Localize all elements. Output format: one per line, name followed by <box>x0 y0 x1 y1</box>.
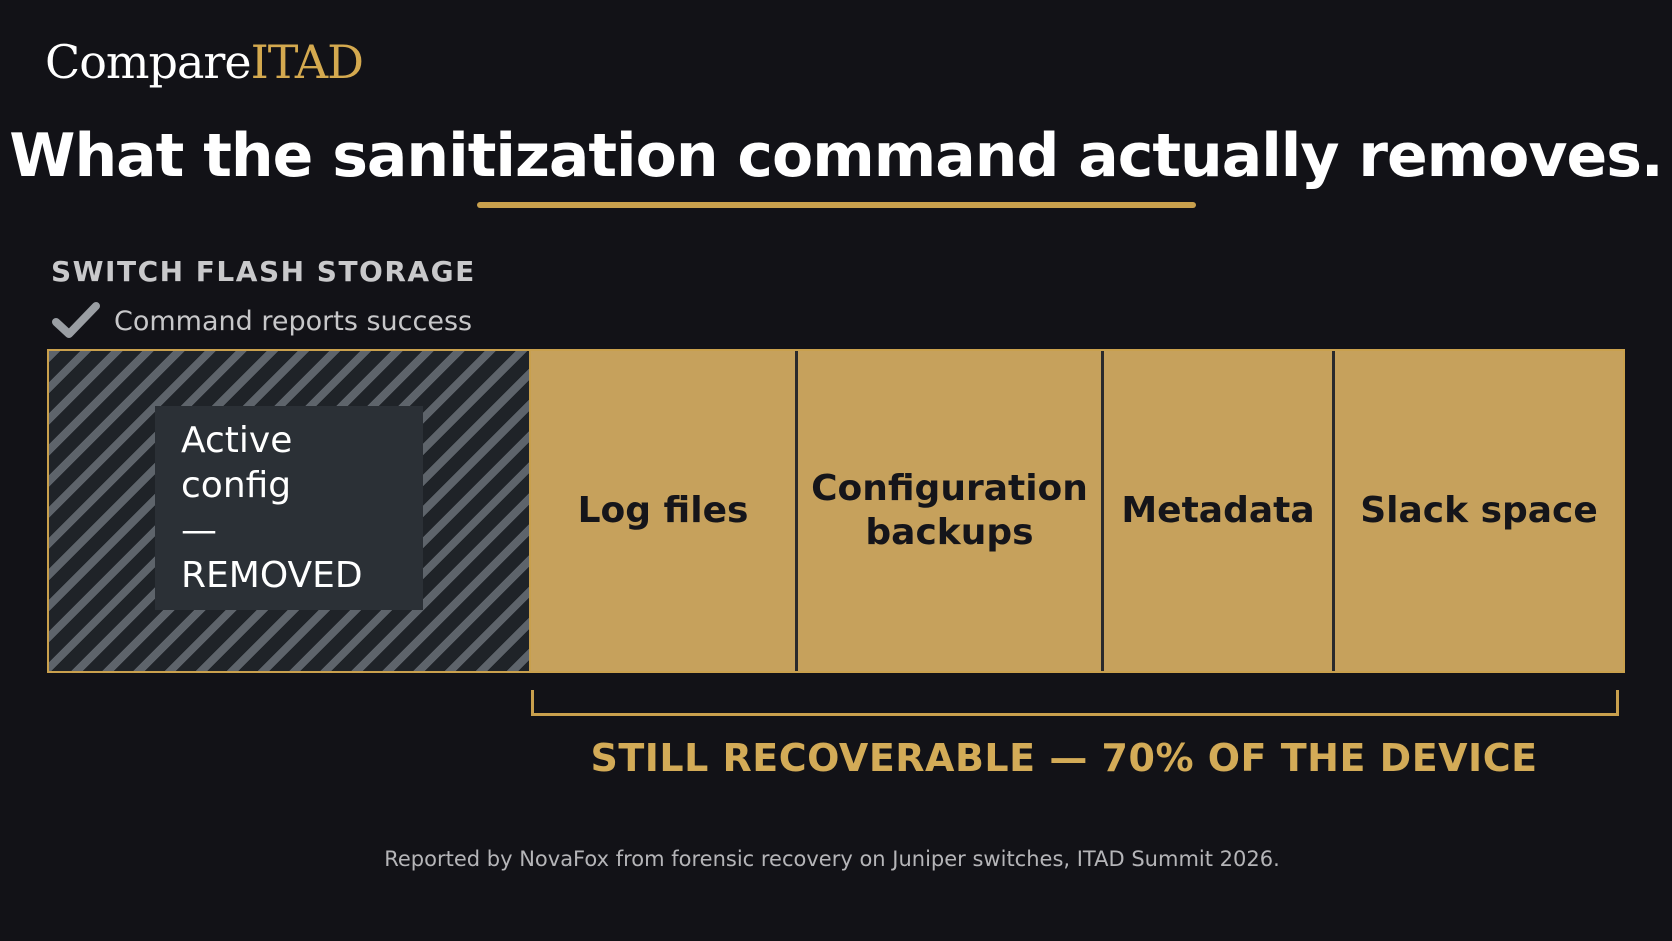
segment-label-line1: Slack space <box>1360 490 1598 531</box>
storage-bar: Active config — REMOVED Log files Config… <box>47 349 1625 673</box>
brand-logo-part2: ITAD <box>250 35 364 89</box>
segment-label-line1: Configuration <box>811 468 1088 509</box>
removed-label-line1: Active config <box>181 420 293 506</box>
status-row: Command reports success <box>52 300 472 342</box>
headline-underline <box>477 202 1196 208</box>
removed-label-line2: — REMOVED <box>181 510 363 596</box>
headline: What the sanitization command actually r… <box>9 121 1663 191</box>
removed-label: Active config — REMOVED <box>155 406 423 610</box>
segment-label-line1: Metadata <box>1121 490 1315 531</box>
brand-logo: CompareITAD <box>45 34 364 90</box>
recoverable-label: STILL RECOVERABLE — 70% OF THE DEVICE <box>590 736 1538 780</box>
status-text: Command reports success <box>114 305 473 337</box>
footnote: Reported by NovaFox from forensic recove… <box>384 847 1280 871</box>
brand-logo-part1: Compare <box>45 35 252 89</box>
segment-log-files: Log files <box>531 351 798 671</box>
recoverable-bracket <box>531 690 1619 716</box>
segment-label-line1: Log files <box>577 490 749 531</box>
segment-label-line2: backups <box>865 512 1034 553</box>
check-icon <box>52 302 100 338</box>
section-label: SWITCH FLASH STORAGE <box>51 255 476 288</box>
segment-slack-space: Slack space <box>1335 351 1623 671</box>
segment-configuration-backups: Configuration backups <box>798 351 1104 671</box>
segment-active-config: Active config — REMOVED <box>49 351 531 671</box>
segment-metadata: Metadata <box>1104 351 1335 671</box>
